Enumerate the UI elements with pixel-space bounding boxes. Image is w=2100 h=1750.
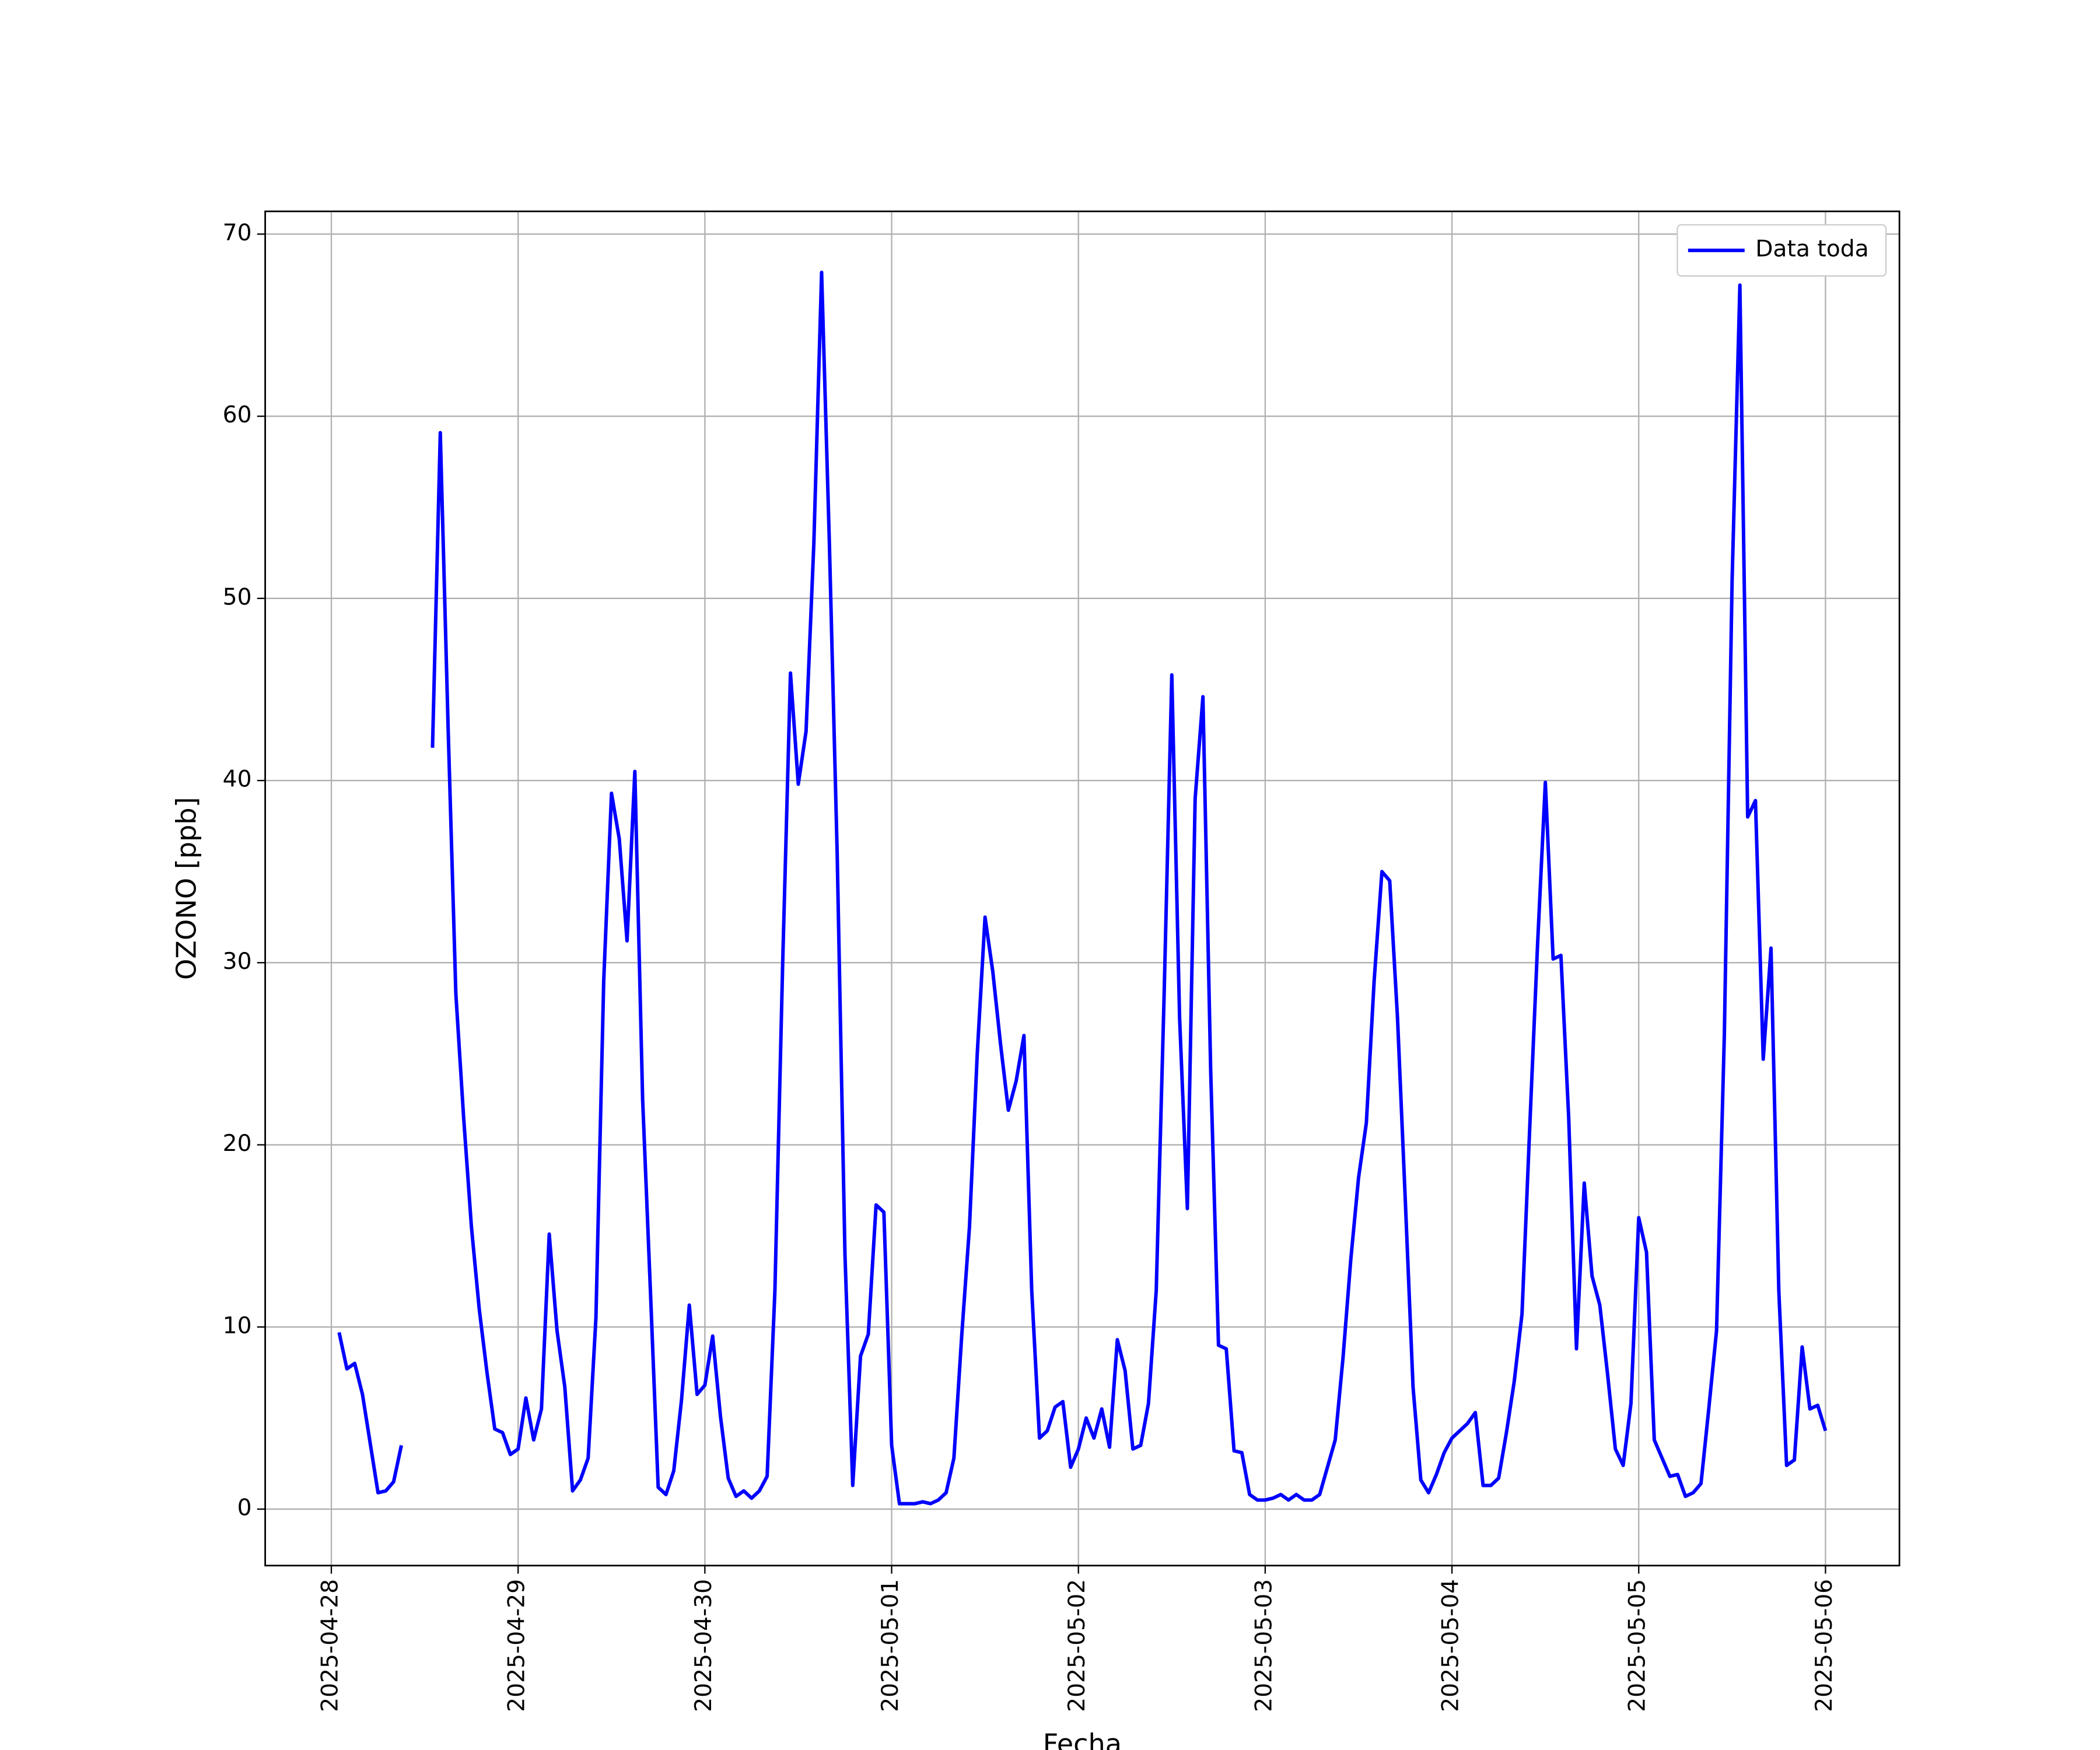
x-tick-label: 2025-05-06	[1811, 1579, 1838, 1712]
x-tick-label: 2025-05-02	[1064, 1579, 1090, 1712]
y-tick-label: 70	[223, 220, 252, 246]
x-tick-label: 2025-05-04	[1438, 1579, 1464, 1712]
legend-box	[1676, 224, 1887, 277]
y-tick-label: 40	[223, 766, 252, 793]
legend: Data toda	[1676, 224, 1887, 277]
x-tick-label: 2025-05-03	[1251, 1579, 1277, 1712]
x-tick-label: 2025-04-28	[317, 1579, 344, 1712]
x-tick-label: 2025-05-05	[1625, 1579, 1651, 1712]
y-tick-label: 30	[223, 949, 252, 975]
legend-label: Data toda	[1755, 236, 1868, 262]
y-tick-label: 10	[223, 1312, 252, 1339]
plot-frame	[264, 210, 1901, 1567]
y-tick-label: 0	[237, 1495, 252, 1521]
y-tick-label: 20	[223, 1130, 252, 1157]
data-line	[337, 270, 1828, 1506]
x-tick-label: 2025-04-30	[691, 1579, 717, 1712]
y-axis-label: OZONO [ppb]	[171, 797, 202, 980]
y-tick-label: 50	[223, 584, 252, 610]
x-tick-label: 2025-05-01	[877, 1579, 904, 1712]
y-tick-label: 60	[223, 402, 252, 428]
x-axis-label: Fecha	[1043, 1728, 1122, 1750]
x-tick-label: 2025-04-29	[504, 1579, 530, 1712]
